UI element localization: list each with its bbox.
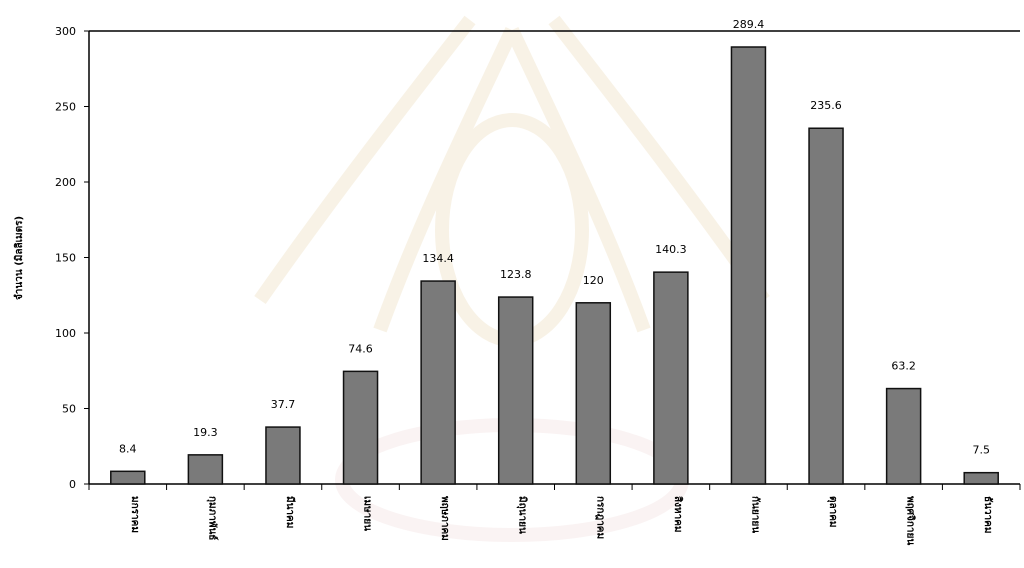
category-label: มกราคม [129, 496, 140, 533]
y-tick-label: 250 [55, 101, 76, 114]
category-label: กันยายน [749, 496, 761, 533]
category-label: พฤษภาคม [439, 496, 450, 541]
y-axis-label: จำนวน (มิลลิเมตร) [13, 216, 25, 300]
category-label: มีนาคม [284, 496, 296, 528]
data-label: 63.2 [891, 360, 916, 373]
category-label: เมษายน [362, 496, 373, 531]
category-label: ธันวาคม [982, 496, 994, 533]
data-label: 140.3 [655, 243, 687, 256]
category-label: มิถุนายน [517, 496, 529, 534]
data-label: 37.7 [271, 398, 296, 411]
y-tick-label: 150 [55, 252, 76, 265]
bar [653, 271, 689, 485]
category-label: สิงหาคม [672, 496, 684, 532]
plot-area: 0 50 100 150 200 250 300 8.4 มกราคม 19.3 กุมภาพันธ… [55, 18, 1021, 545]
bar [963, 471, 999, 485]
data-label: 8.4 [119, 442, 137, 455]
bar [497, 296, 534, 485]
data-label: 7.5 [972, 444, 990, 457]
data-label: 289.4 [733, 18, 765, 31]
y-tick-label: 300 [55, 25, 76, 38]
bar [265, 426, 301, 485]
data-label: 74.6 [348, 342, 373, 355]
y-axis-title: จำนวน (มิลลิเมตร) [13, 216, 25, 300]
bar [187, 454, 224, 485]
y-tick-label: 0 [69, 478, 76, 491]
bar [730, 46, 767, 485]
y-tick-label: 50 [62, 403, 76, 416]
y-tick-label: 100 [55, 327, 76, 340]
category-label: ตุลาคม [827, 496, 838, 528]
bar [575, 302, 612, 485]
data-label: 19.3 [193, 426, 218, 439]
bar [342, 370, 379, 485]
bar [420, 280, 456, 485]
category-label: กุมภาพันธ์ [206, 496, 218, 540]
category-label: พฤศจิกายน [905, 496, 917, 545]
data-label: 235.6 [810, 99, 842, 112]
data-label: 120 [583, 274, 604, 287]
data-label: 123.8 [500, 268, 532, 281]
bar [110, 470, 146, 485]
data-label: 134.4 [422, 252, 454, 265]
y-tick-label: 200 [55, 176, 76, 189]
category-label: กรกฎาคม [594, 496, 605, 539]
bar [808, 127, 844, 485]
bar [885, 387, 922, 485]
